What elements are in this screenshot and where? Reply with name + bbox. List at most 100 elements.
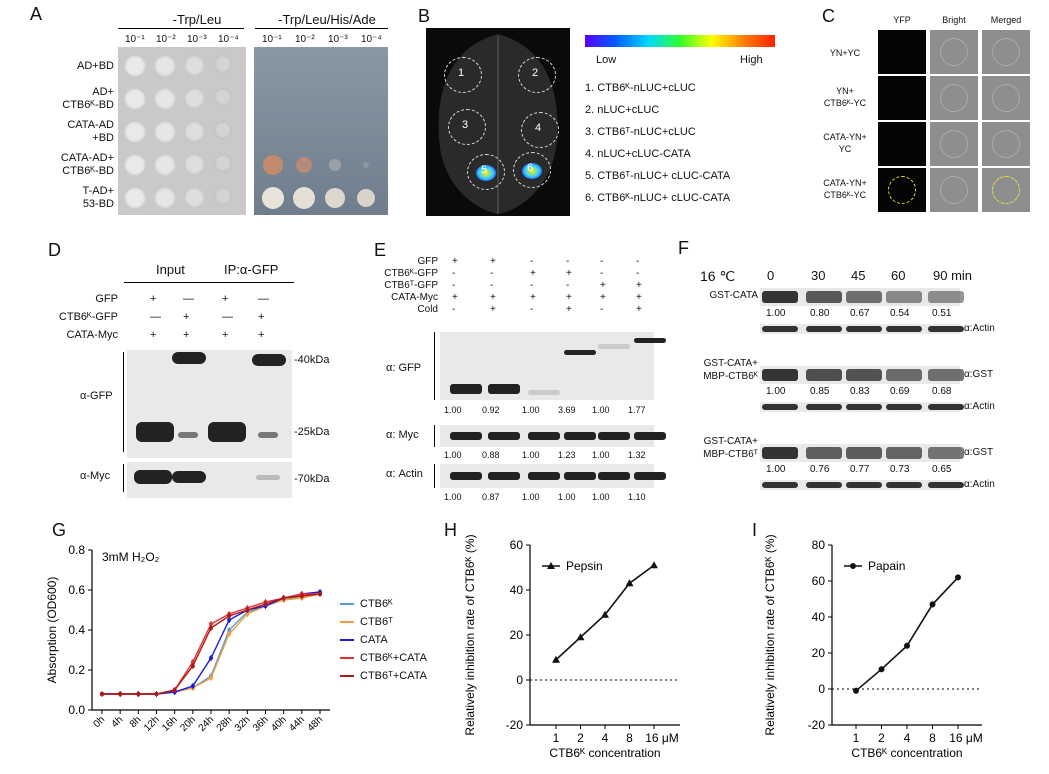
e-sign: -	[636, 268, 640, 279]
legend-marker	[547, 562, 555, 569]
bracket	[434, 425, 435, 447]
yeast-row-label-1a: AD+	[92, 86, 114, 98]
e-sign: -	[636, 256, 640, 267]
x-tick-label: 28h	[215, 714, 235, 734]
y-tick-label: 20	[812, 646, 826, 660]
band	[846, 447, 882, 459]
alpha-myc-label: α-Myc	[80, 470, 111, 482]
e-row-label-0: GFP	[417, 256, 438, 267]
bifc-row-label-3a: CATA-YN+	[823, 178, 867, 188]
luminescence-color-scale	[585, 35, 775, 47]
band	[598, 432, 630, 440]
yfp-signal	[888, 176, 916, 204]
bifc-row-label-2a: CATA-YN+	[823, 132, 867, 142]
e-row-label-1: CTB6ᴷ-GFP	[384, 268, 438, 279]
spot-number: 4	[535, 122, 542, 134]
yeast-spot	[184, 55, 205, 76]
e-sign: +	[490, 256, 496, 267]
f-quant: 1.00	[766, 308, 786, 319]
bifc-cell	[878, 76, 926, 120]
yeast-row-label-1b: CTB6ᴷ-BD	[62, 99, 114, 111]
spot-number: 6	[527, 162, 534, 174]
infiltration-spot-1: 1	[444, 57, 482, 93]
x-tick-label: 16 μM	[645, 731, 679, 745]
bracket	[434, 464, 435, 488]
y-axis-label: Relatively inhibition rate of CTB6ᴷ (%)	[463, 534, 477, 735]
bifc-cell	[878, 122, 926, 166]
d-sign: —	[150, 311, 161, 323]
data-point	[209, 622, 213, 626]
d-sign: +	[258, 329, 265, 341]
e-quant: 1.00	[522, 405, 540, 415]
band	[886, 291, 922, 303]
data-point	[281, 596, 286, 600]
yeast-spot	[357, 189, 375, 207]
e-blot-2	[440, 464, 666, 488]
yeast-row-label-0a: AD+BD	[77, 60, 114, 72]
data-point	[955, 574, 961, 581]
actin-blot-2	[760, 480, 964, 490]
dilution-left-2: 10⁻³	[187, 34, 207, 45]
legend-item-0: CTB6ᴷ	[340, 598, 393, 610]
data-point	[853, 687, 859, 694]
yeast-spot	[154, 187, 176, 209]
y-tick-label: 0.0	[68, 703, 85, 717]
dilution-right-2: 10⁻³	[328, 34, 348, 45]
y-tick-label: 0.8	[68, 543, 85, 557]
e-sign: +	[530, 292, 536, 303]
band	[488, 432, 520, 440]
infiltration-spot-5: 5	[467, 154, 505, 190]
bifc-cell	[982, 122, 1030, 166]
band	[886, 447, 922, 459]
e-sign: +	[600, 280, 606, 291]
e-sign: -	[490, 280, 494, 291]
d-sign: +	[183, 329, 190, 341]
yeast-spot	[214, 121, 232, 139]
d-sign: +	[150, 329, 157, 341]
yeast-spot	[154, 88, 176, 110]
ip-header: IP:α-GFP	[224, 262, 279, 277]
yeast-spot	[363, 162, 369, 168]
band	[762, 326, 798, 332]
x-tick-label: 32h	[233, 714, 253, 734]
band	[528, 432, 560, 440]
f-group-label-1b: MBP-CTB6ᴷ	[703, 371, 758, 382]
e-sign: +	[636, 304, 642, 315]
band	[634, 432, 666, 440]
d-sign: —	[183, 293, 194, 305]
data-point	[209, 656, 213, 660]
band	[806, 482, 842, 488]
f-ab-1: α:GST	[964, 369, 994, 380]
bifc-cell	[878, 168, 926, 212]
x-tick-label: 12h	[142, 714, 162, 734]
x-tick-label: 8	[626, 731, 633, 745]
e-quant: 0.92	[482, 405, 500, 415]
gst-blot-1	[760, 366, 964, 384]
bifc-cell	[930, 30, 978, 74]
data-point	[209, 626, 213, 630]
d-sign: +	[222, 293, 229, 305]
d-sign: +	[183, 311, 190, 323]
band	[846, 404, 882, 410]
y-tick-label: 0.4	[68, 623, 85, 637]
x-tick-label: 1	[553, 731, 560, 745]
mw-40kda: -40kDa	[294, 354, 330, 366]
band	[564, 472, 596, 480]
yeast-row-label-2a: CATA-AD	[67, 119, 114, 131]
bracket	[434, 332, 435, 400]
e-sign: -	[600, 256, 604, 267]
band	[762, 369, 798, 381]
luc-legend-item-4: 4. nLUC+cLUC-CATA	[585, 148, 691, 160]
legend-item-1: CTB6ᵀ	[340, 616, 393, 628]
legend-label: CTB6ᵀ+CATA	[360, 670, 428, 682]
x-tick-label: 44h	[287, 714, 307, 734]
f-quant: 0.73	[890, 464, 910, 475]
panel-i-letter: I	[752, 520, 758, 540]
luc-legend-item-5: 5. CTB6ᵀ-nLUC+ cLUC-CATA	[585, 170, 731, 182]
time-4: 90 min	[933, 268, 973, 283]
yeast-spot	[184, 88, 205, 109]
mw-70kda: -70kDa	[294, 473, 330, 485]
legend-label: Pepsin	[566, 559, 603, 573]
gst-blot-0	[760, 288, 964, 306]
e-quant: 1.23	[558, 450, 576, 460]
